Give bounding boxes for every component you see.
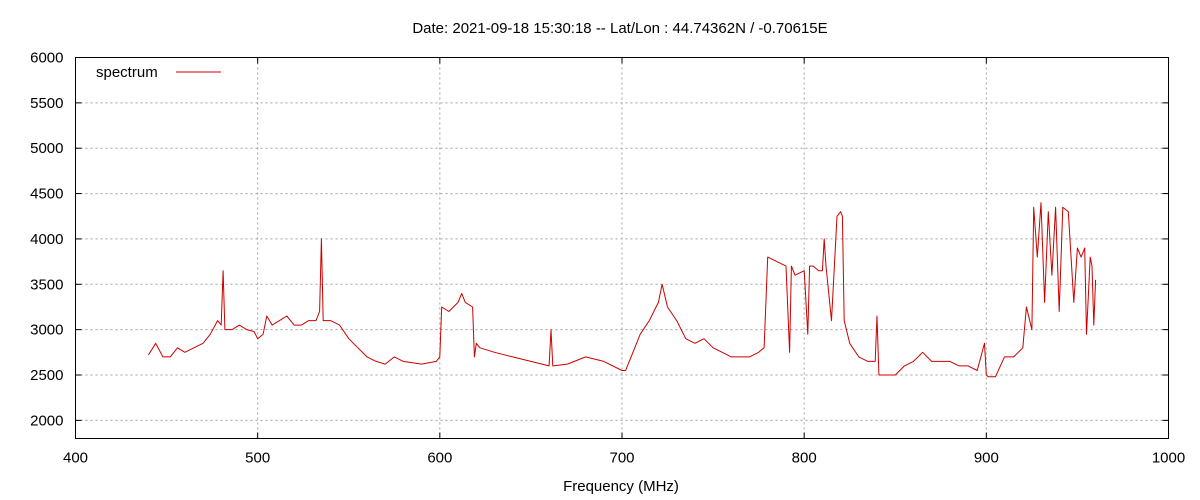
y-tick-label: 3500: [30, 276, 63, 293]
x-tick-label: 600: [427, 450, 452, 467]
series-layer: [147, 202, 1097, 378]
x-tick-label: 700: [609, 450, 634, 467]
y-tick-label: 3000: [30, 322, 63, 339]
y-tick-label: 4000: [30, 231, 63, 248]
x-tick-label: 900: [974, 450, 999, 467]
chart-title: Date: 2021-09-18 15:30:18 -- Lat/Lon : 4…: [412, 20, 827, 37]
y-tick-label: 4500: [30, 186, 63, 203]
legend: spectrum: [96, 64, 221, 81]
axis-ticks: 400 500 600 700 800 900 1000 2000 2500 3000 3500 40…: [30, 50, 1185, 467]
legend-label: spectrum: [96, 64, 158, 81]
y-tick-label: 5000: [30, 140, 63, 157]
plot-frame: [75, 57, 1169, 439]
series-line-spectrum: [147, 202, 1097, 378]
y-tick-label: 6000: [30, 50, 63, 67]
y-tick-label: 2500: [30, 367, 63, 384]
x-tick-label: 400: [63, 450, 88, 467]
y-tick-label: 2000: [30, 412, 63, 429]
x-tick-label: 500: [245, 450, 270, 467]
x-tick-label: 1000: [1152, 450, 1185, 467]
y-tick-label: 5500: [30, 95, 63, 112]
x-axis-label: Frequency (MHz): [563, 478, 679, 495]
grid-lines: [75, 57, 1169, 439]
x-tick-label: 800: [792, 450, 817, 467]
